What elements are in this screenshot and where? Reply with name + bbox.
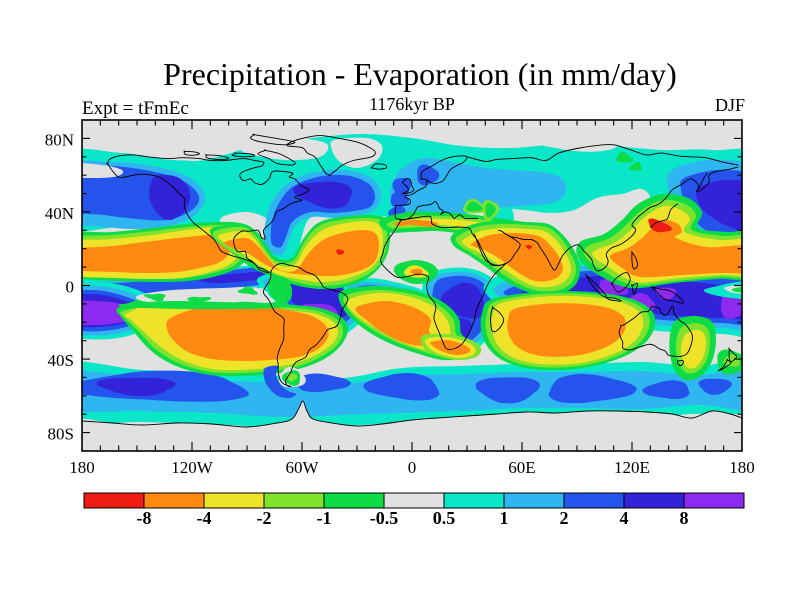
svg-text:0: 0 <box>408 458 417 477</box>
svg-text:Precipitation - Evaporation (i: Precipitation - Evaporation (in mm/day) <box>163 56 677 92</box>
svg-text:1: 1 <box>500 508 509 528</box>
svg-text:-4: -4 <box>197 508 212 528</box>
svg-text:0: 0 <box>66 278 75 297</box>
svg-text:180: 180 <box>729 458 755 477</box>
svg-text:DJF: DJF <box>715 95 745 115</box>
svg-text:-2: -2 <box>257 508 272 528</box>
svg-text:0.5: 0.5 <box>433 508 456 528</box>
svg-text:120W: 120W <box>171 458 214 477</box>
svg-text:40S: 40S <box>48 351 74 370</box>
svg-text:-0.5: -0.5 <box>370 508 399 528</box>
svg-text:60W: 60W <box>285 458 319 477</box>
svg-text:Expt = tFmEc: Expt = tFmEc <box>82 98 189 119</box>
svg-text:1176kyr BP: 1176kyr BP <box>369 94 455 114</box>
svg-text:-1: -1 <box>317 508 332 528</box>
svg-text:120E: 120E <box>614 458 650 477</box>
svg-text:-8: -8 <box>137 508 152 528</box>
svg-text:60E: 60E <box>508 458 535 477</box>
svg-text:2: 2 <box>560 508 569 528</box>
svg-text:80S: 80S <box>48 425 74 444</box>
svg-text:4: 4 <box>620 508 629 528</box>
svg-text:80N: 80N <box>45 130 74 149</box>
svg-text:8: 8 <box>680 508 689 528</box>
svg-text:180: 180 <box>69 458 95 477</box>
svg-text:40N: 40N <box>45 204 74 223</box>
